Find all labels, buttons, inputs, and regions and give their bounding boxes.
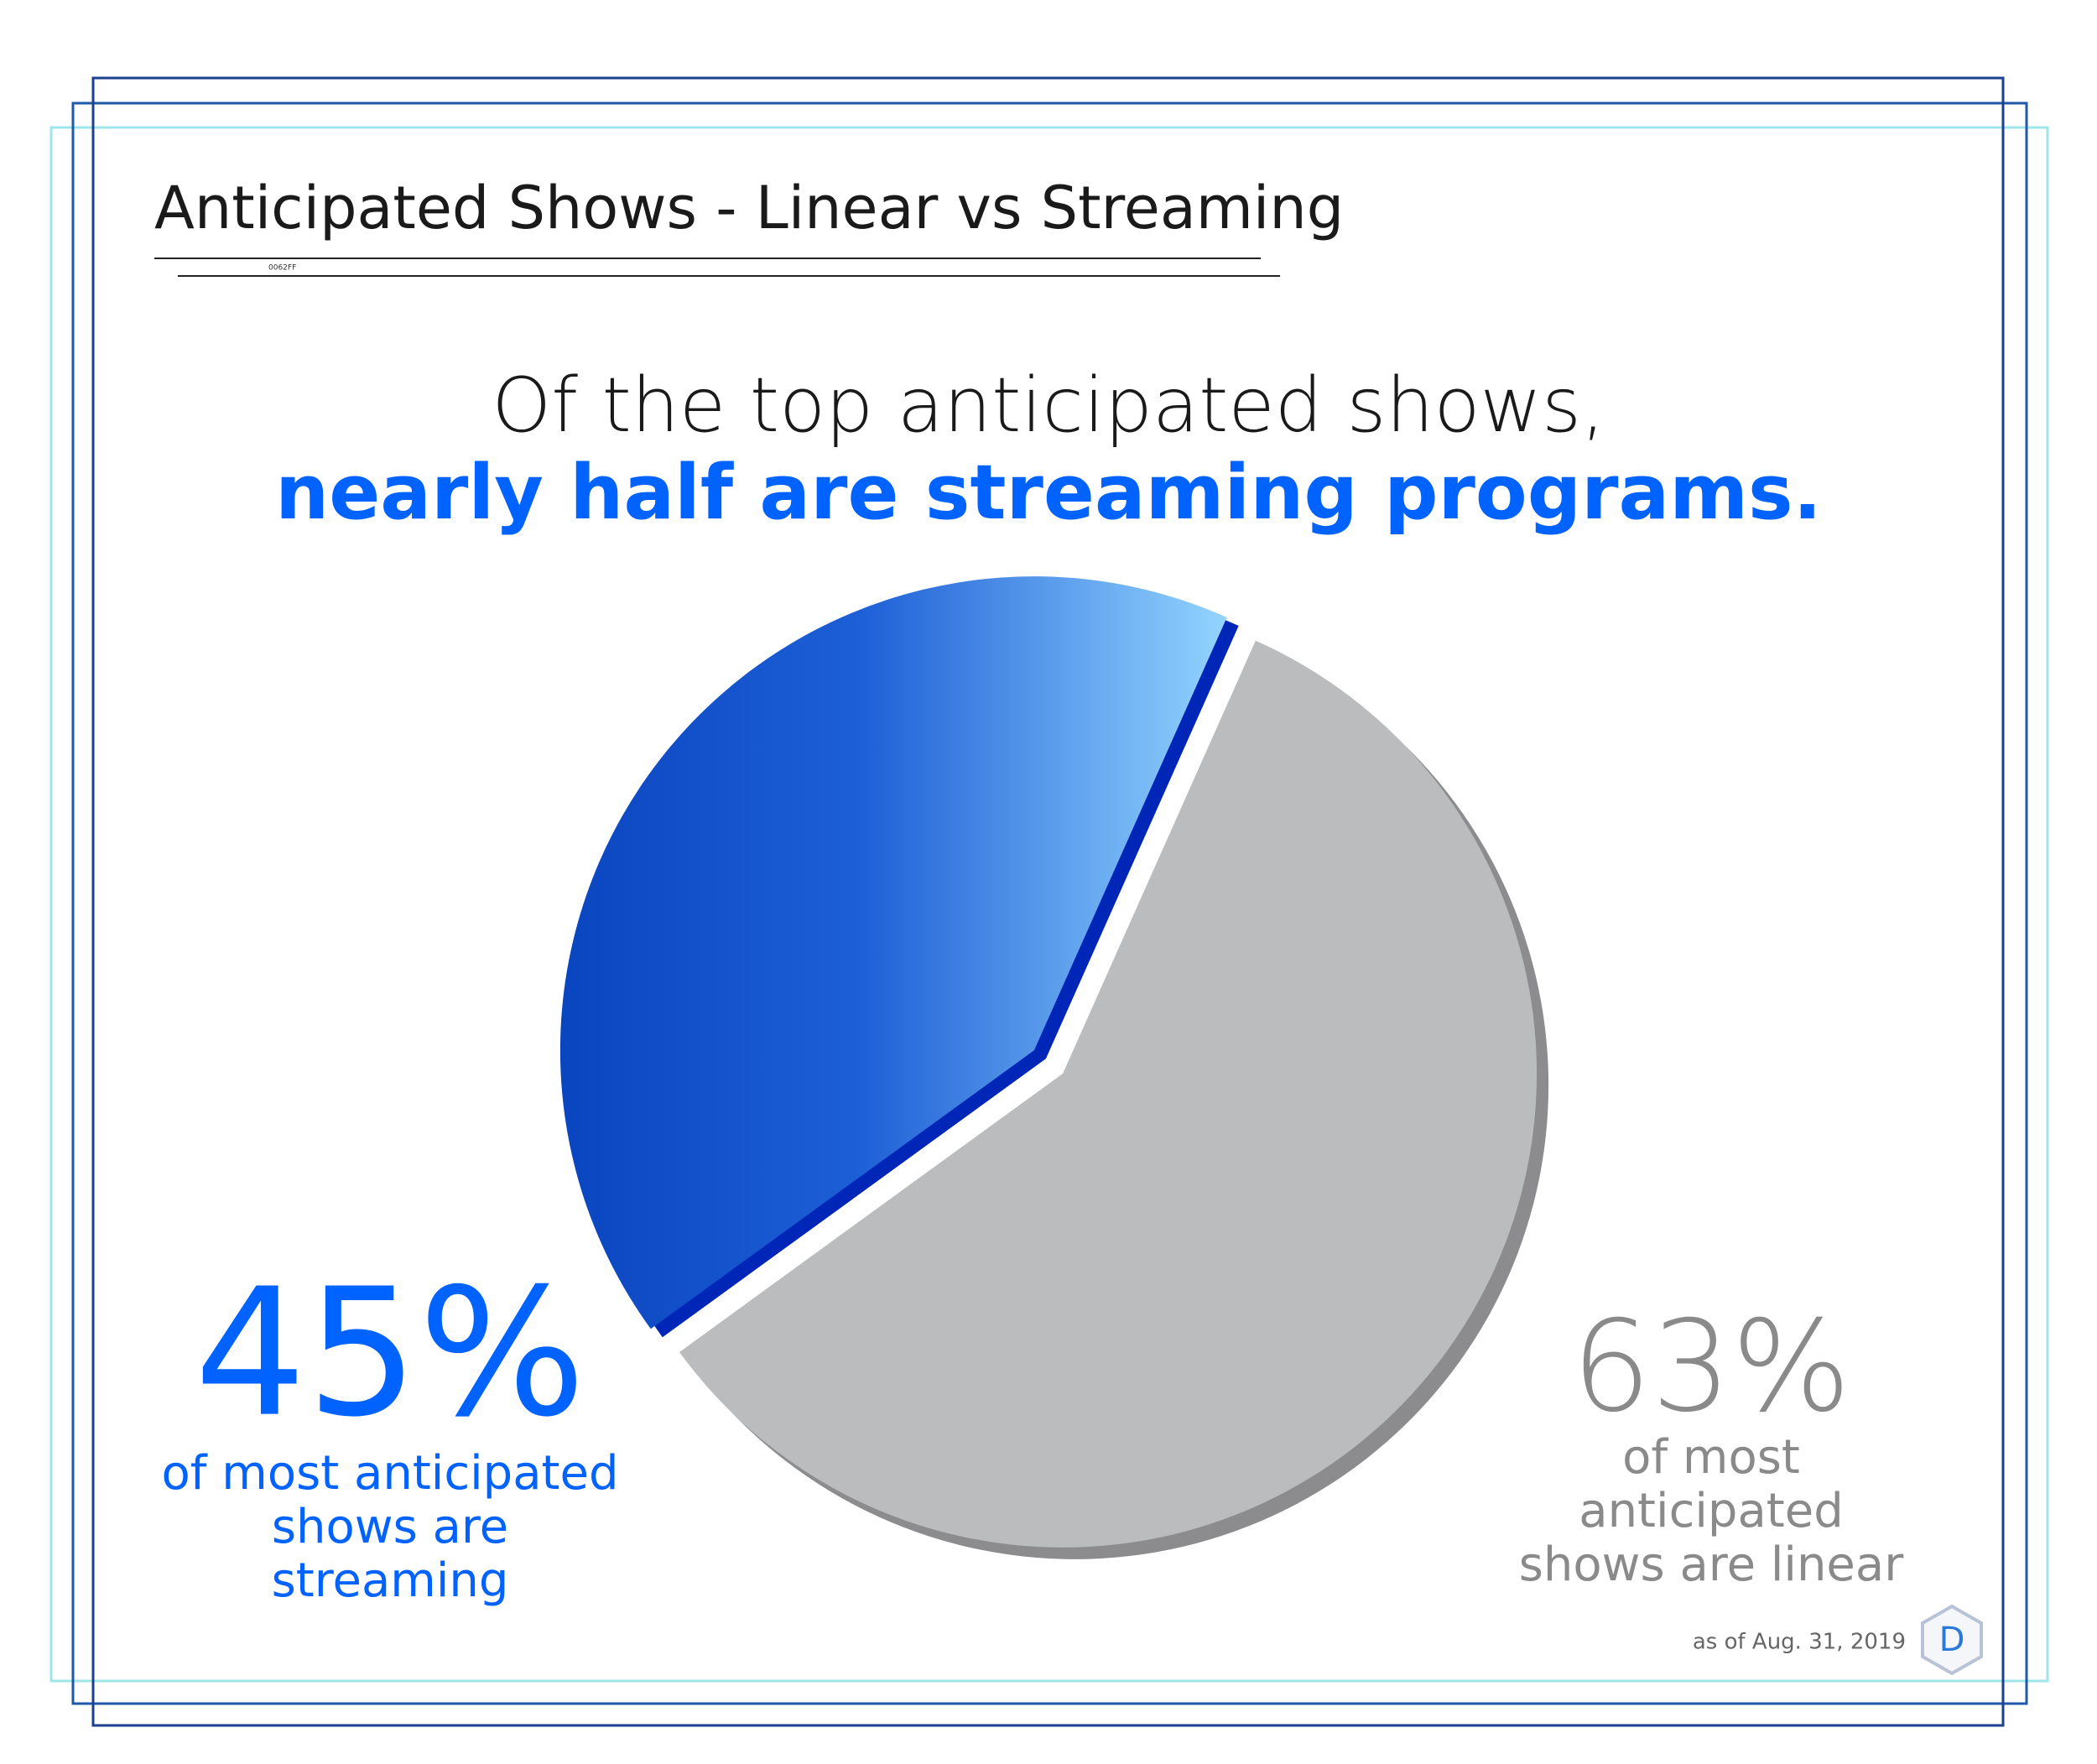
frame bbox=[49, 126, 2049, 1683]
slice-description: of most anticipated shows are streaming bbox=[161, 1446, 619, 1608]
logo-badge bbox=[1921, 1604, 1983, 1676]
title-note: 0062FF bbox=[268, 264, 296, 273]
frame bbox=[91, 76, 2005, 1727]
chart-title: Anticipated Shows - Linear vs Streaming bbox=[154, 174, 1344, 242]
pie-slice bbox=[679, 640, 1538, 1548]
value-label: 63% bbox=[1571, 1294, 1850, 1440]
slice-description: of most anticipated shows are linear bbox=[1518, 1430, 1904, 1592]
value-label: 45% bbox=[195, 1251, 586, 1456]
subtitle: nearly half are streaming programs. bbox=[275, 449, 1822, 537]
frame bbox=[71, 101, 2028, 1705]
logo: D bbox=[1939, 1621, 1965, 1659]
footnote: as of Aug. 31, 2019 bbox=[1693, 1630, 1906, 1655]
pie-slice bbox=[559, 576, 1227, 1330]
subtitle: Of the top anticipated shows, bbox=[492, 362, 1605, 450]
